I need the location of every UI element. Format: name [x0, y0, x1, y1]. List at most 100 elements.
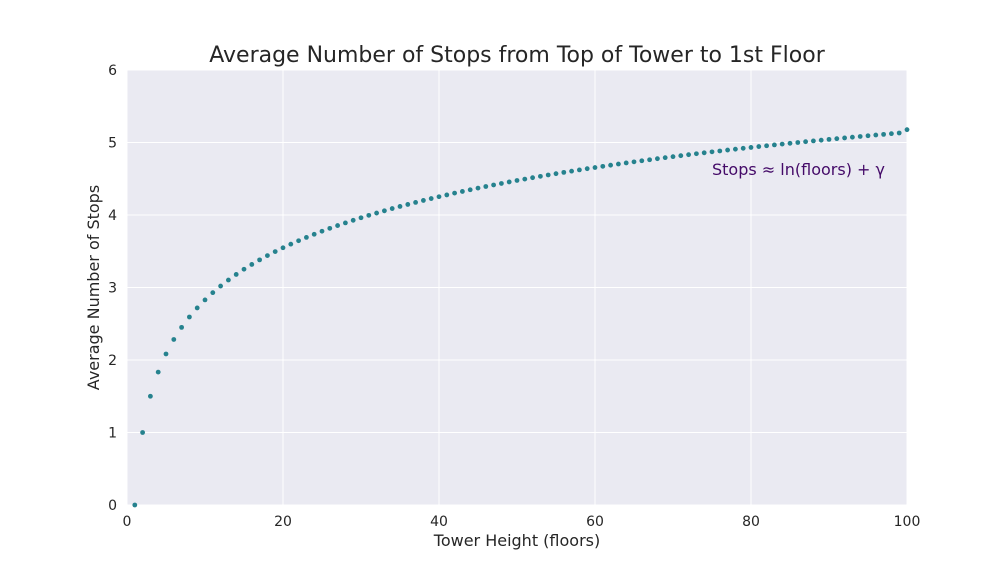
data-point [740, 145, 746, 151]
data-points [132, 127, 910, 508]
data-point [717, 148, 723, 154]
data-point [811, 138, 816, 144]
data-point [226, 277, 231, 283]
data-point [327, 225, 333, 231]
data-point [350, 217, 356, 223]
data-point [670, 154, 676, 160]
data-point [904, 127, 910, 133]
data-point [210, 290, 216, 296]
y-tick-label: 3 [108, 281, 117, 297]
data-point [600, 163, 606, 169]
data-point [467, 187, 473, 193]
data-point [272, 249, 278, 255]
data-point [413, 199, 418, 205]
data-point [218, 283, 224, 289]
data-point [709, 149, 715, 155]
data-point [842, 135, 847, 141]
data-point [647, 157, 652, 163]
y-axis-label: Average Number of Stops [84, 185, 103, 390]
x-tick-label: 40 [430, 514, 448, 530]
data-point [772, 142, 777, 148]
y-tick-label: 4 [108, 208, 117, 224]
data-point [265, 253, 270, 258]
data-point [865, 133, 871, 139]
data-point [569, 168, 574, 174]
data-point [389, 206, 395, 211]
data-point [382, 208, 387, 214]
data-point [405, 202, 411, 207]
data-point [358, 215, 364, 221]
data-point [694, 151, 699, 157]
data-point [311, 231, 317, 237]
data-point [436, 194, 442, 200]
data-point [304, 235, 309, 240]
x-tick-labels: 0 20 40 60 80 100 [123, 514, 921, 530]
data-point [873, 132, 879, 138]
data-point [428, 196, 434, 201]
data-point [296, 238, 301, 244]
data-point [452, 190, 457, 196]
data-point [148, 393, 153, 399]
data-point [530, 175, 535, 181]
data-point [764, 143, 769, 149]
data-point [171, 337, 177, 342]
data-point [756, 144, 762, 149]
data-point [366, 212, 372, 218]
data-point [608, 162, 613, 168]
x-tick-label: 0 [123, 514, 132, 530]
data-point [249, 262, 255, 267]
data-point [631, 159, 637, 165]
data-point [725, 147, 730, 153]
data-point [499, 181, 504, 186]
data-point [397, 204, 403, 209]
data-point [514, 178, 520, 183]
data-point [483, 184, 489, 189]
data-point [319, 228, 325, 234]
y-tick-labels: 0 1 2 3 4 5 6 [108, 63, 117, 514]
x-tick-label: 100 [894, 514, 921, 530]
data-point [826, 136, 832, 142]
data-point [475, 185, 481, 191]
x-tick-label: 60 [586, 514, 604, 530]
data-point [506, 179, 512, 185]
data-point [280, 245, 286, 251]
data-point [202, 297, 208, 303]
data-point [374, 210, 379, 216]
data-point [187, 314, 192, 320]
data-point [834, 136, 840, 142]
data-point [545, 172, 551, 178]
data-point [678, 153, 684, 159]
formula-annotation: Stops ≈ ln(floors) + γ [712, 160, 885, 179]
data-point [444, 192, 450, 198]
grid [126, 69, 908, 506]
data-point [795, 140, 801, 145]
data-point [779, 141, 785, 147]
data-point [343, 220, 348, 226]
data-point [857, 134, 863, 139]
data-point [155, 369, 161, 375]
data-point [538, 173, 543, 179]
data-point [623, 160, 629, 166]
data-point [701, 150, 707, 156]
data-point [460, 189, 465, 194]
data-point [233, 272, 239, 277]
data-point [787, 140, 793, 146]
data-point [561, 169, 567, 175]
x-tick-label: 20 [274, 514, 292, 530]
data-point [896, 130, 902, 136]
x-tick-label: 80 [742, 514, 760, 530]
data-point [257, 257, 262, 263]
data-point [655, 156, 660, 162]
y-tick-label: 0 [108, 498, 117, 514]
y-tick-label: 2 [108, 353, 117, 369]
data-point [686, 152, 691, 158]
data-point [553, 171, 559, 177]
data-point [662, 155, 668, 161]
chart-title: Average Number of Stops from Top of Towe… [209, 43, 825, 68]
data-point [288, 241, 294, 247]
data-point [577, 167, 582, 173]
y-tick-label: 5 [108, 136, 117, 152]
data-point [335, 223, 340, 228]
data-point [140, 430, 146, 435]
